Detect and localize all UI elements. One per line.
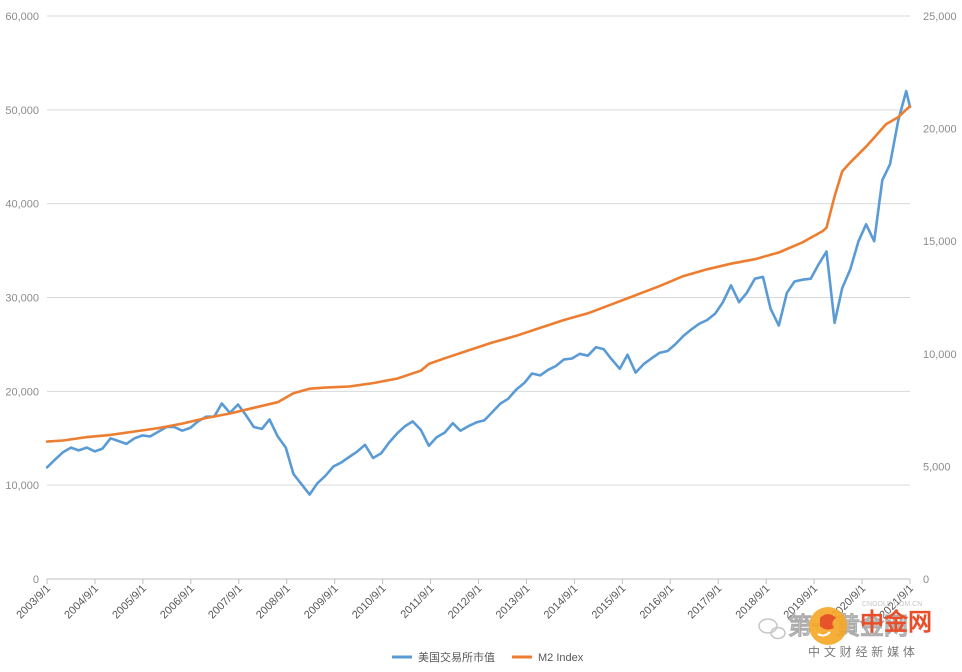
left-axis-ticks: 0 10,000 20,000 30,000 40,000 50,000 60,000: [5, 11, 39, 586]
x-tick-label: 2010/9/1: [350, 583, 389, 622]
x-tick-label: 2011/9/1: [398, 583, 436, 621]
x-tick-label: 2003/9/1: [14, 583, 53, 622]
x-axis-ticks: 2003/9/1 2004/9/1 2005/9/1 2006/9/1 2007/9/1…: [14, 579, 916, 621]
right-tick-label: 0: [923, 574, 929, 586]
left-tick-label: 50,000: [5, 105, 39, 117]
watermark-logo-subtitle: 中 文 财 经 新 媒 体: [808, 644, 915, 659]
series-line-m2: [45, 104, 912, 443]
gridlines: [47, 15, 910, 486]
right-tick-label: 20,000: [923, 124, 957, 136]
series-line-market-cap: [45, 89, 912, 496]
x-tick-label: 2015/9/1: [590, 583, 629, 622]
left-tick-label: 10,000: [5, 480, 39, 492]
watermark-logo-url: CNGOLD.COM.CN: [862, 601, 922, 608]
x-tick-label: 2008/9/1: [254, 583, 293, 622]
x-tick-label: 2006/9/1: [158, 583, 197, 622]
watermark-wechat-text: 第一黄金网: [788, 612, 908, 640]
series-lines: [45, 89, 912, 496]
right-tick-label: 5,000: [923, 461, 951, 473]
x-tick-label: 2014/9/1: [542, 583, 581, 622]
left-tick-label: 20,000: [5, 386, 39, 398]
x-tick-label: 2018/9/1: [734, 583, 773, 622]
x-tick-label: 2009/9/1: [302, 583, 341, 622]
watermark-wechat: 第一黄金网: [758, 612, 908, 640]
x-tick-label: 2004/9/1: [62, 583, 101, 622]
left-tick-label: 60,000: [5, 11, 39, 23]
x-tick-label: 2013/9/1: [494, 583, 533, 622]
left-tick-label: 40,000: [5, 199, 39, 211]
cngold-logo-icon: [809, 607, 847, 645]
right-tick-label: 10,000: [923, 349, 957, 361]
left-tick-label: 30,000: [5, 293, 39, 305]
x-tick-label: 2017/9/1: [686, 583, 725, 622]
wechat-icon: [758, 618, 786, 640]
x-tick-label: 2016/9/1: [638, 583, 677, 622]
right-tick-label: 15,000: [923, 236, 957, 248]
x-tick-label: 2007/9/1: [206, 583, 245, 622]
watermark-logo-text: 中金网: [860, 608, 932, 636]
right-tick-label: 25,000: [923, 11, 957, 23]
legend-label-market-cap: 美国交易所市值: [418, 650, 495, 664]
watermark-logo: 中金网 CNGOLD.COM.CN 中 文 财 经 新 媒 体: [808, 601, 932, 659]
left-tick-label: 0: [33, 574, 39, 586]
right-axis-ticks: 0 5,000 10,000 15,000 20,000 25,000: [923, 11, 957, 586]
x-tick-label: 2005/9/1: [110, 583, 149, 622]
legend: 美国交易所市值 M2 Index: [392, 650, 584, 664]
legend-label-m2: M2 Index: [538, 652, 584, 664]
x-tick-label: 2012/9/1: [446, 583, 485, 622]
